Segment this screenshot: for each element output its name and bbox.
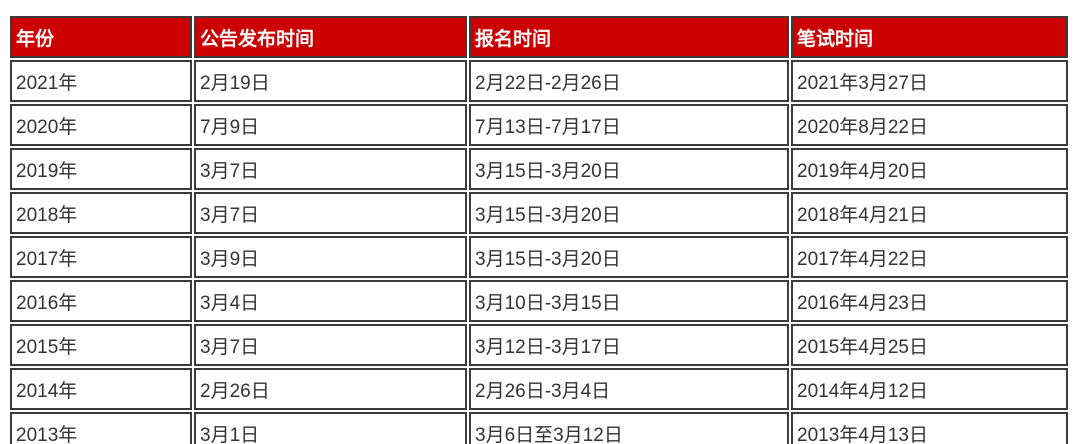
table-cell: 2014年4月12日	[791, 368, 1068, 410]
table-cell: 3月6日至3月12日	[469, 412, 789, 444]
table-row: 2015年 3月7日 3月12日-3月17日 2015年4月25日	[10, 324, 1068, 366]
table-cell: 2019年4月20日	[791, 148, 1068, 190]
table-cell: 3月12日-3月17日	[469, 324, 789, 366]
table-cell: 3月7日	[194, 148, 467, 190]
table-row: 2020年 7月9日 7月13日-7月17日 2020年8月22日	[10, 104, 1068, 146]
table-cell: 2016年	[10, 280, 192, 322]
table-cell: 2014年	[10, 368, 192, 410]
table-head: 年份 公告发布时间 报名时间 笔试时间	[10, 16, 1068, 58]
header-cell: 报名时间	[469, 16, 789, 58]
table-row: 2021年 2月19日 2月22日-2月26日 2021年3月27日	[10, 60, 1068, 102]
header-cell: 公告发布时间	[194, 16, 467, 58]
table-cell: 3月15日-3月20日	[469, 236, 789, 278]
table-row: 2017年 3月9日 3月15日-3月20日 2017年4月22日	[10, 236, 1068, 278]
table-cell: 3月9日	[194, 236, 467, 278]
table-cell: 2013年4月13日	[791, 412, 1068, 444]
table-cell: 2015年	[10, 324, 192, 366]
table-cell: 2021年	[10, 60, 192, 102]
header-cell: 笔试时间	[791, 16, 1068, 58]
table-cell: 2017年4月22日	[791, 236, 1068, 278]
table-row: 2014年 2月26日 2月26日-3月4日 2014年4月12日	[10, 368, 1068, 410]
table-header-row: 年份 公告发布时间 报名时间 笔试时间	[10, 16, 1068, 58]
table-row: 2013年 3月1日 3月6日至3月12日 2013年4月13日	[10, 412, 1068, 444]
table-cell: 2月19日	[194, 60, 467, 102]
table-cell: 2020年8月22日	[791, 104, 1068, 146]
table-row: 2018年 3月7日 3月15日-3月20日 2018年4月21日	[10, 192, 1068, 234]
table-cell: 3月7日	[194, 192, 467, 234]
table-cell: 3月4日	[194, 280, 467, 322]
table-cell: 2月22日-2月26日	[469, 60, 789, 102]
table-cell: 3月15日-3月20日	[469, 192, 789, 234]
table-cell: 2016年4月23日	[791, 280, 1068, 322]
table-cell: 2017年	[10, 236, 192, 278]
table-cell: 3月7日	[194, 324, 467, 366]
table-cell: 2018年	[10, 192, 192, 234]
table-cell: 3月1日	[194, 412, 467, 444]
table-cell: 2013年	[10, 412, 192, 444]
table-body: 2021年 2月19日 2月22日-2月26日 2021年3月27日 2020年 7月9日…	[10, 60, 1068, 444]
table-cell: 7月13日-7月17日	[469, 104, 789, 146]
table-row: 2019年 3月7日 3月15日-3月20日 2019年4月20日	[10, 148, 1068, 190]
table-cell: 2019年	[10, 148, 192, 190]
table-cell: 2015年4月25日	[791, 324, 1068, 366]
exam-schedule-table: 年份 公告发布时间 报名时间 笔试时间 2021年 2月19日 2月22日-2月26日 20…	[8, 14, 1070, 444]
header-cell: 年份	[10, 16, 192, 58]
table-cell: 2020年	[10, 104, 192, 146]
table-cell: 2021年3月27日	[791, 60, 1068, 102]
table-cell: 2018年4月21日	[791, 192, 1068, 234]
table-cell: 7月9日	[194, 104, 467, 146]
table-cell: 2月26日-3月4日	[469, 368, 789, 410]
table-cell: 2月26日	[194, 368, 467, 410]
table-cell: 3月10日-3月15日	[469, 280, 789, 322]
table-row: 2016年 3月4日 3月10日-3月15日 2016年4月23日	[10, 280, 1068, 322]
table-cell: 3月15日-3月20日	[469, 148, 789, 190]
